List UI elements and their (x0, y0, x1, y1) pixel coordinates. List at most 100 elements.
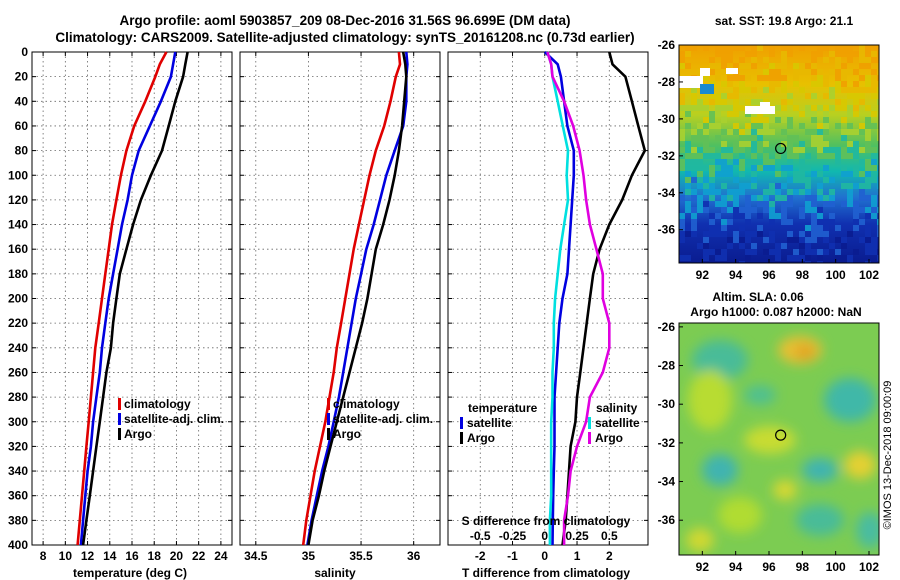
x-tick-label: 1 (574, 549, 581, 563)
difference-panel: -2 -1 0 1 2 S difference from climatology-0.5… (447, 51, 649, 563)
lat-tick-label: -32 (658, 436, 676, 450)
depth-tick-label: 20 (15, 70, 29, 84)
salinity-climatology-line (301, 51, 402, 546)
lon-tick-label: 92 (696, 560, 710, 574)
title-line-1: Argo profile: aoml 5903857_209 08-Dec-20… (120, 13, 571, 28)
difference-xlabel: T difference from climatology (462, 566, 630, 580)
x-tick-label: 10 (59, 549, 73, 563)
depth-tick-label: 260 (8, 365, 28, 379)
x-tick-label: -1 (507, 549, 518, 563)
depth-tick-label: 140 (8, 218, 28, 232)
temperature-panel: 8 10 12 14 16 18 20 22 24 climatologysatellite-ad… (31, 51, 233, 563)
lon-tick-label: 98 (796, 560, 810, 574)
depth-tick-label: 220 (8, 316, 28, 330)
lat-tick-label: -32 (658, 149, 676, 163)
s-tick-label: -0.5 (470, 529, 491, 543)
grid (448, 51, 648, 546)
lon-tick-label: 100 (826, 268, 846, 282)
temperature-xlabel: temperature (deg C) (73, 566, 187, 580)
lat-tick-label: -26 (658, 320, 676, 334)
lat-tick-label: -26 (658, 38, 676, 52)
sst-argo-location-marker (775, 142, 787, 155)
depth-tick-label: 160 (8, 242, 28, 256)
lat-tick-label: -28 (658, 75, 676, 89)
x-tick-label: 22 (192, 549, 206, 563)
depth-tick-label: 40 (15, 94, 29, 108)
s-difference-label: S difference from climatology (462, 514, 631, 528)
depth-axis: 0 20 40 60 80 100 120 140 160 180 200 220 240 260 280 3… (8, 45, 28, 552)
s-difference-axis: S difference from climatology-0.5 -0.25 0 0… (462, 514, 631, 543)
difference-temperature-argo-line (561, 51, 647, 546)
depth-tick-label: 120 (8, 193, 28, 207)
lon-tick-label: 102 (859, 268, 879, 282)
lat-tick-label: -30 (658, 112, 676, 126)
depth-tick-label: 320 (8, 439, 28, 453)
s-tick-label: -0.25 (499, 529, 527, 543)
x-tick-label: 18 (148, 549, 162, 563)
legend-label: satellite-adj. clim. (333, 412, 433, 426)
legend-label: Argo (595, 431, 623, 445)
depth-tick-label: 240 (8, 341, 28, 355)
lon-tick-label: 96 (762, 560, 776, 574)
x-tick-label: 0 (541, 549, 548, 563)
sla-map: Altim. SLA: 0.06 Argo h1000: 0.087 h2000… (658, 290, 880, 574)
salinity-argo-line (307, 51, 408, 546)
x-tick-label: 36 (407, 549, 421, 563)
legend-label: Argo (124, 427, 152, 441)
lon-tick-label: 94 (729, 268, 743, 282)
lat-tick-label: -28 (658, 359, 676, 373)
sla-argo-location-marker (775, 429, 787, 441)
lon-tick-label: 92 (696, 268, 710, 282)
x-tick-label: 34.5 (244, 549, 268, 563)
grid (32, 51, 232, 546)
legend-label: Argo (333, 427, 361, 441)
legend-label: satellite (467, 416, 512, 430)
s-tick-label: 0 (541, 529, 548, 543)
lon-tick-label: 94 (729, 560, 743, 574)
legend-heading: salinity (596, 401, 638, 415)
x-tick-label: 14 (103, 549, 117, 563)
x-tick-label: 16 (125, 549, 139, 563)
x-tick-label: 24 (214, 549, 228, 563)
legend-label: satellite (595, 416, 640, 430)
x-tick-label: 35 (302, 549, 316, 563)
lat-tick-label: -36 (658, 223, 676, 237)
lat-tick-label: -36 (658, 513, 676, 527)
lat-tick-label: -30 (658, 397, 676, 411)
depth-tick-label: 360 (8, 489, 28, 503)
lon-tick-label: 96 (762, 268, 776, 282)
lon-tick-label: 100 (826, 560, 846, 574)
x-tick-label: -2 (475, 549, 486, 563)
depth-tick-label: 80 (15, 144, 29, 158)
difference-salinity-satellite-line (546, 51, 570, 545)
lat-tick-label: -34 (658, 186, 676, 200)
temperature-climatology-line (76, 51, 168, 546)
x-tick-label: 35.5 (349, 549, 373, 563)
depth-tick-label: 0 (21, 45, 28, 59)
depth-tick-label: 400 (8, 538, 28, 552)
lat-tick-label: -34 (658, 475, 676, 489)
lon-tick-label: 98 (796, 268, 810, 282)
sla-map-title: Altim. SLA: 0.06 (712, 290, 804, 304)
depth-tick-label: 60 (15, 119, 29, 133)
temperature-argo-line (81, 51, 189, 546)
x-tick-label: 20 (170, 549, 184, 563)
salinity-satellite-adj-clim--line (306, 51, 409, 546)
x-tick-label: 8 (40, 549, 47, 563)
depth-tick-label: 340 (8, 464, 28, 478)
depth-tick-label: 280 (8, 390, 28, 404)
s-tick-label: 0.5 (601, 529, 618, 543)
depth-tick-label: 100 (8, 168, 28, 182)
legend-label: climatology (333, 397, 400, 411)
sst-map-title: sat. SST: 19.8 Argo: 21.1 (715, 14, 854, 28)
grid (240, 51, 440, 546)
s-tick-label: 0.25 (565, 529, 589, 543)
x-tick-label: 2 (606, 549, 613, 563)
legend-label: satellite-adj. clim. (124, 412, 224, 426)
